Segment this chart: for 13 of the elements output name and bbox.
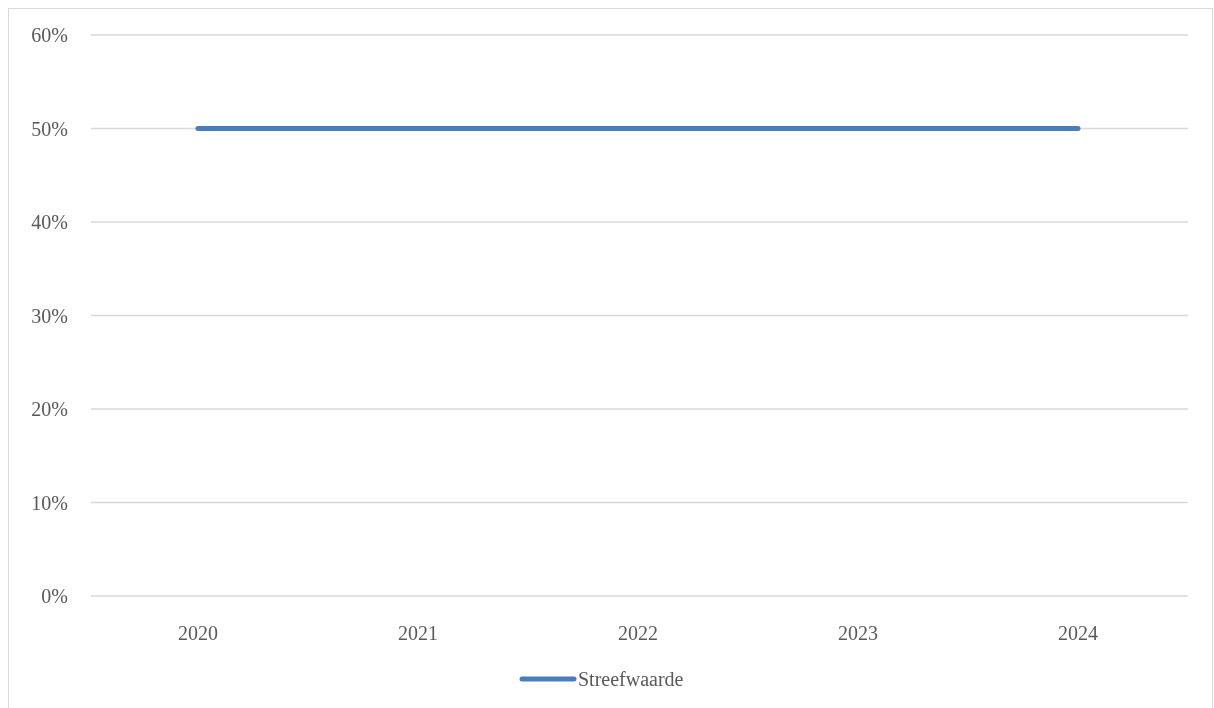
x-tick-label: 2022 xyxy=(618,622,658,644)
y-tick-label: 10% xyxy=(31,491,68,514)
x-tick-label: 2024 xyxy=(1058,622,1098,644)
x-tick-label: 2020 xyxy=(178,622,218,644)
x-tick-label: 2021 xyxy=(398,622,438,644)
y-tick-label: 50% xyxy=(31,117,68,140)
y-tick-label: 20% xyxy=(31,398,68,420)
x-tick-label: 2023 xyxy=(838,622,878,644)
y-tick-label: 30% xyxy=(31,304,68,327)
y-tick-label: 60% xyxy=(31,24,68,46)
y-tick-label: 0% xyxy=(41,585,68,607)
y-tick-label: 40% xyxy=(31,211,68,233)
legend-label: Streefwaarde xyxy=(578,668,684,690)
